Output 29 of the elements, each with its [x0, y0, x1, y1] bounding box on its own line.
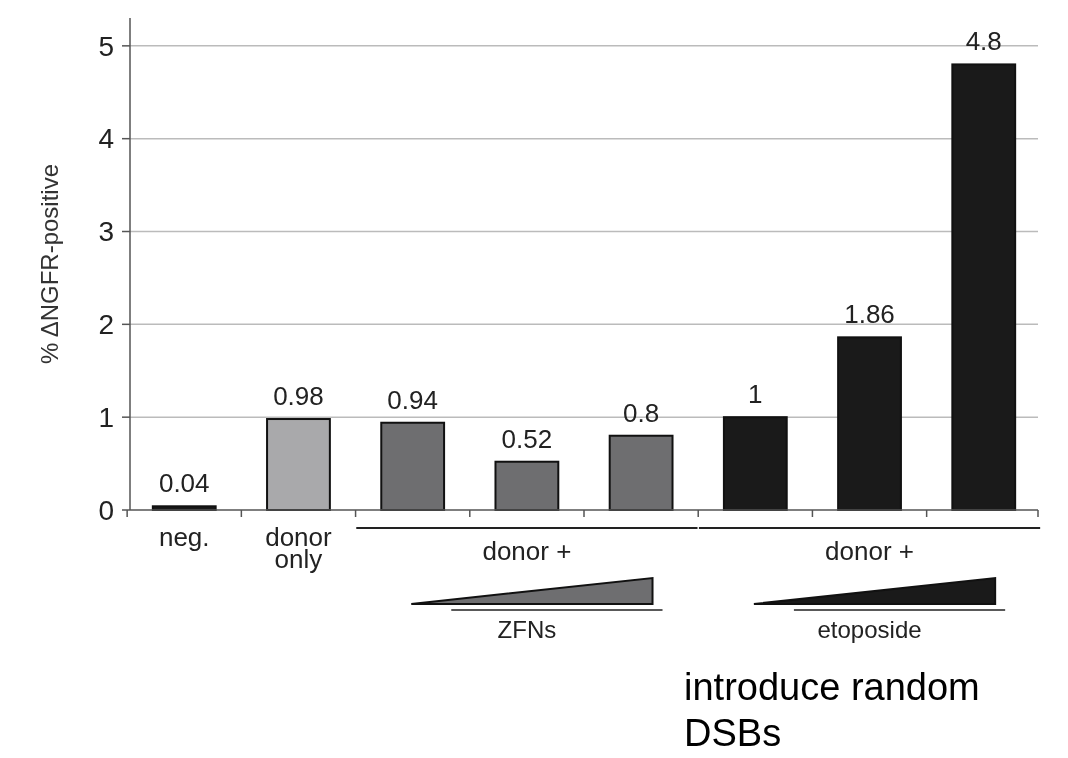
- y-tick-label: 5: [98, 30, 114, 62]
- data-label: 1.86: [844, 299, 895, 330]
- bar: [608, 434, 674, 511]
- bar: [380, 421, 446, 511]
- text: donor +: [825, 536, 914, 566]
- bar: [722, 416, 788, 511]
- bar: [494, 460, 560, 511]
- y-tick-label: 0: [98, 494, 114, 526]
- x-tick-label: neg.: [158, 522, 210, 552]
- y-tick-label: 4: [98, 123, 114, 155]
- y-tick-label: 2: [98, 309, 114, 341]
- data-label: 0.94: [387, 384, 438, 415]
- y-tick-label: 1: [98, 401, 114, 433]
- data-label: 0.52: [501, 423, 553, 454]
- data-label: 0.04: [158, 468, 210, 499]
- y-axis-title: % ΔNGFR-positive: [36, 163, 63, 365]
- bar: [266, 418, 331, 511]
- data-label: 4.8: [965, 26, 1002, 57]
- text: etoposide: [817, 616, 922, 643]
- bar: [837, 336, 902, 511]
- data-label: 0.8: [623, 397, 660, 428]
- data-label: 1: [748, 379, 763, 410]
- bar: [951, 63, 1017, 511]
- y-tick-label: 3: [98, 216, 114, 248]
- x-tick-label: donor only: [265, 522, 333, 575]
- text: donor +: [482, 536, 572, 566]
- data-label: 0.98: [273, 381, 324, 412]
- text: introduce random DSBs: [684, 666, 980, 754]
- text: ZFNs: [497, 616, 557, 643]
